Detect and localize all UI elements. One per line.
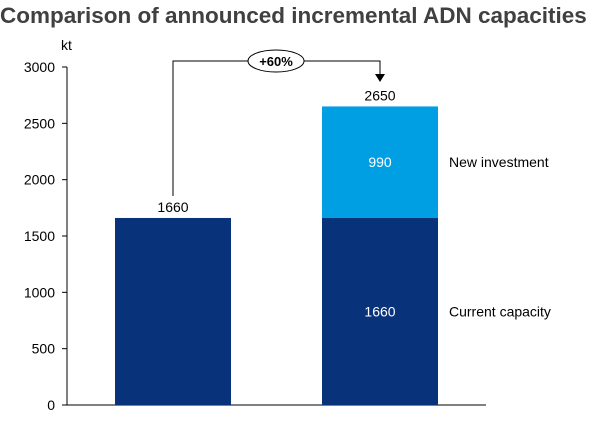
growth-percent-label: +60% [259,54,293,69]
chart-title: Comparison of announced incremental ADN … [0,3,587,28]
bar-segment-new-investment [322,106,438,218]
legend-label-new-investment: New investment [449,154,549,170]
growth-badge [247,49,305,73]
bar-total-label: 2650 [364,87,395,103]
y-tick-label: 1000 [24,284,55,300]
bar-value-label: 1660 [364,303,395,319]
y-tick-label: 1500 [24,228,55,244]
bar-value-label: 990 [368,154,392,170]
bar-segment-current-capacity [322,217,438,405]
y-tick-label: 2500 [24,115,55,131]
y-axis-unit-label: kt [61,37,72,53]
y-tick-label: 3000 [24,59,55,75]
bar-segment-current-capacity [115,217,231,405]
legend-label-current-capacity: Current capacity [449,303,551,319]
growth-arrow-head [375,74,385,82]
y-tick-label: 2000 [24,172,55,188]
y-tick-label: 500 [32,341,56,357]
y-tick-label: 0 [47,397,55,413]
bar-total-label: 1660 [157,199,188,215]
